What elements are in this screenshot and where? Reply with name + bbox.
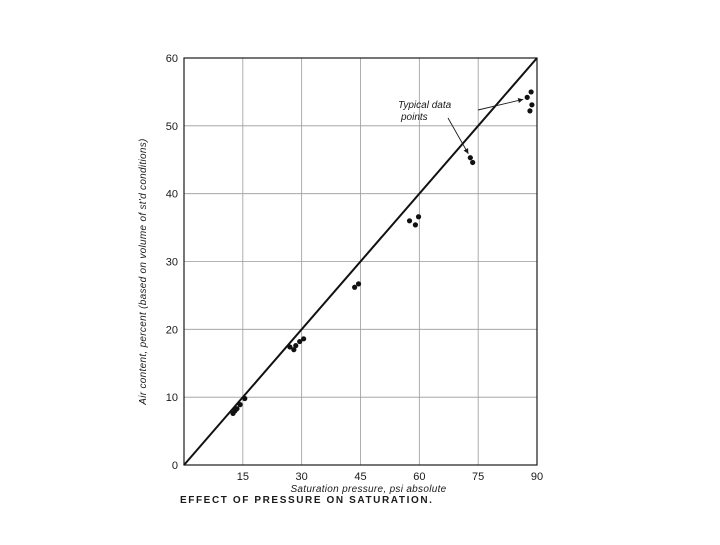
annotation-arrowhead xyxy=(517,97,524,104)
x-tick-label: 30 xyxy=(296,471,308,483)
data-point xyxy=(412,222,419,228)
data-point xyxy=(293,343,299,349)
plot-frame xyxy=(183,57,538,466)
data-point xyxy=(415,214,422,220)
axis-ticks: 15 30 45 60 75 90 0 10 20 30 40 50 60 xyxy=(166,53,543,483)
y-tick-label: 0 xyxy=(172,460,178,472)
data-point xyxy=(301,336,307,342)
annotation-arrow xyxy=(447,117,469,154)
data-points xyxy=(230,89,535,417)
y-axis-label: Air content, percent (based on volume of… xyxy=(138,138,149,405)
y-tick-label: 10 xyxy=(166,392,178,404)
x-axis-label: Saturation pressure, psi absolute xyxy=(290,484,446,495)
data-point xyxy=(242,395,248,402)
x-tick-label: 60 xyxy=(413,471,425,483)
annotation-arrows xyxy=(447,97,524,154)
annotation-arrow xyxy=(477,98,524,111)
data-point xyxy=(355,281,362,287)
data-point xyxy=(237,402,243,408)
x-tick-label: 15 xyxy=(237,471,249,483)
data-point xyxy=(406,218,413,224)
data-point xyxy=(528,89,534,95)
data-point xyxy=(524,94,530,100)
annotation-text-line2: points xyxy=(400,112,428,123)
data-point xyxy=(529,102,535,108)
y-tick-label: 60 xyxy=(166,53,178,65)
data-point xyxy=(527,108,533,114)
data-point xyxy=(467,155,473,161)
x-tick-label: 75 xyxy=(472,471,484,483)
y-tick-label: 20 xyxy=(166,324,178,336)
data-point xyxy=(297,338,303,345)
y-tick-label: 30 xyxy=(166,257,178,269)
y-tick-label: 40 xyxy=(166,189,178,201)
figure-caption: EFFECT OF PRESSURE ON SATURATION. xyxy=(180,495,434,506)
x-tick-label: 90 xyxy=(531,471,543,483)
data-point xyxy=(352,284,358,290)
data-point xyxy=(470,159,476,166)
y-tick-label: 50 xyxy=(166,121,178,133)
annotation-text-line1: Typical data xyxy=(398,100,452,111)
data-point xyxy=(291,347,297,353)
annotation-arrowhead xyxy=(463,148,469,154)
x-tick-label: 45 xyxy=(354,471,366,483)
data-point xyxy=(234,406,240,412)
data-point xyxy=(287,344,293,350)
